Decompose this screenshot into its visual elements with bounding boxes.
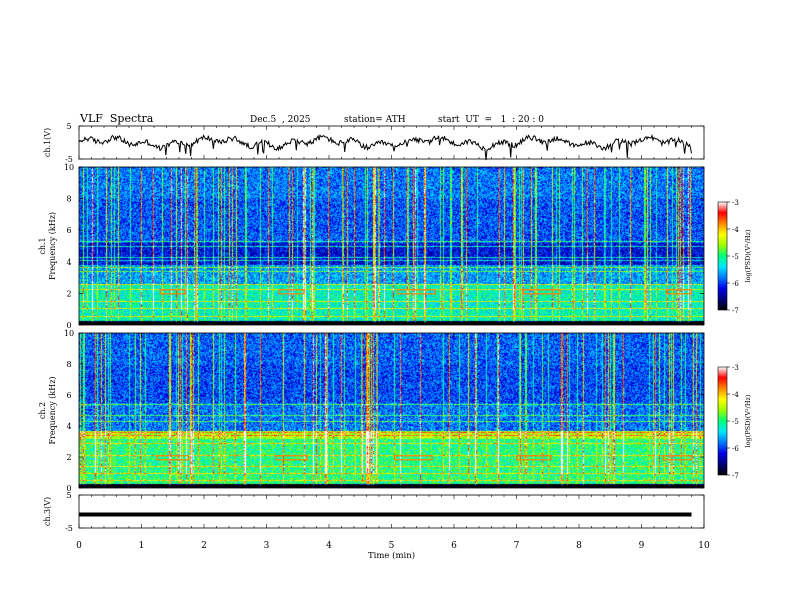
- ch2-spectrogram-tone-4: [515, 455, 552, 461]
- ch1-spectrogram-ylabel-0: ch.1: [38, 237, 47, 254]
- ch2-spectrogram-tone-1: [156, 455, 189, 461]
- x-tick-7: 7: [514, 541, 520, 551]
- ch1-spectrogram-ylabel-1: Frequency (kHz): [48, 212, 57, 280]
- x-tick-0: 0: [76, 541, 82, 551]
- ch2-spectrogram-tone-2: [275, 455, 308, 461]
- ch3-waveform-frame: [78, 494, 705, 529]
- station-label: station= ATH: [344, 115, 406, 125]
- ch1-spectrogram-ytick-1: 2: [66, 289, 71, 298]
- x-tick-8: 8: [576, 541, 582, 551]
- ch2-spectrogram-cbtick-2: -5: [732, 418, 739, 426]
- ch2-spectrogram-ytick-5: 10: [64, 329, 74, 338]
- ch2-spectrogram-cbtick-1: -4: [732, 391, 739, 399]
- x-axis-label: Time (min): [368, 550, 415, 561]
- ch1-spectrogram-image: [79, 167, 704, 325]
- ch2-spectrogram-tone-3: [394, 455, 433, 461]
- ch3-waveform-ytick-1: -5: [65, 524, 73, 533]
- ch1-spectrogram-cbtick-0: -3: [732, 199, 739, 207]
- ch1-spectrogram-ytick-4: 8: [66, 195, 71, 204]
- ch1-spectrogram-ytick-3: 6: [66, 226, 71, 235]
- ch1-spectrogram-tone-1: [159, 289, 186, 295]
- x-tick-6: 6: [451, 541, 457, 551]
- ch1-waveform-ylabel-0: ch.1(V): [43, 128, 52, 157]
- ch1-spectrogram-tone-2: [278, 289, 305, 295]
- x-tick-1: 1: [139, 541, 145, 551]
- ch1-spectrogram-cbtick-1: -4: [732, 226, 739, 234]
- ch2-spectrogram-cbtick-4: -7: [732, 472, 739, 480]
- x-tick-9: 9: [639, 541, 645, 551]
- x-tick-4: 4: [326, 541, 332, 551]
- ch2-spectrogram-ytick-0: 0: [66, 484, 71, 493]
- x-tick-2: 2: [201, 541, 207, 551]
- observation-date: Dec.5 , 2025: [250, 115, 311, 125]
- ch1-spectrogram-ytick-5: 10: [64, 163, 74, 172]
- ch2-spectrogram-ytick-1: 2: [66, 453, 71, 462]
- ch1-waveform-trace: [78, 133, 692, 161]
- ch1-spectrogram-cblabel: log(PSD)(V²/Hz): [744, 229, 752, 282]
- ch2-spectrogram-cblabel: log(PSD)(V²/Hz): [744, 394, 752, 447]
- ch1-waveform-frame: [78, 125, 705, 160]
- ch1-waveform-ytick-1: -5: [65, 155, 73, 164]
- x-tick-10: 10: [698, 541, 710, 551]
- start-time-label: start UT = 1 : 20 : 0: [438, 115, 544, 125]
- ch1-spectrogram-colorbar: [717, 201, 728, 311]
- ch1-spectrogram-cbtick-3: -6: [732, 280, 739, 288]
- ch2-spectrogram-cbtick-0: -3: [732, 364, 739, 372]
- ch3-waveform-ylabel-0: ch.3(V): [43, 497, 52, 526]
- ch1-spectrogram-tone-4: [522, 289, 561, 295]
- ch2-spectrogram-tone-5: [662, 455, 693, 461]
- ch2-spectrogram-image: [79, 333, 704, 488]
- ch1-spectrogram-tone-5: [665, 289, 693, 295]
- ch3-waveform-ytick-0: 5: [66, 491, 71, 500]
- ch2-spectrogram-ytick-2: 4: [66, 422, 71, 431]
- ch2-spectrogram-ylabel-1: Frequency (kHz): [48, 376, 57, 444]
- figure-title: VLF Spectra: [80, 112, 154, 125]
- x-tick-3: 3: [264, 541, 270, 551]
- ch2-spectrogram-ylabel-0: ch.2: [38, 402, 47, 419]
- x-tick-5: 5: [389, 541, 395, 551]
- ch1-waveform-ytick-0: 5: [66, 122, 71, 131]
- ch1-spectrogram-cbtick-2: -5: [732, 253, 739, 261]
- ch1-spectrogram-tone-3: [397, 289, 436, 295]
- ch2-spectrogram-cbtick-3: -6: [732, 445, 739, 453]
- ch1-spectrogram-ytick-0: 0: [66, 321, 71, 330]
- ch2-spectrogram-ytick-4: 8: [66, 360, 71, 369]
- ch2-spectrogram-colorbar: [717, 366, 728, 476]
- ch2-spectrogram-ytick-3: 6: [66, 391, 71, 400]
- ch1-spectrogram-ytick-2: 4: [66, 258, 71, 267]
- ch1-spectrogram-cbtick-4: -7: [732, 307, 739, 315]
